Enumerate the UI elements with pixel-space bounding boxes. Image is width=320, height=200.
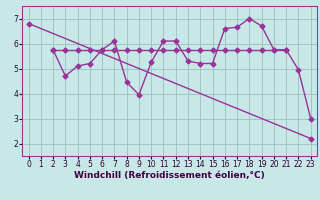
X-axis label: Windchill (Refroidissement éolien,°C): Windchill (Refroidissement éolien,°C) — [74, 171, 265, 180]
